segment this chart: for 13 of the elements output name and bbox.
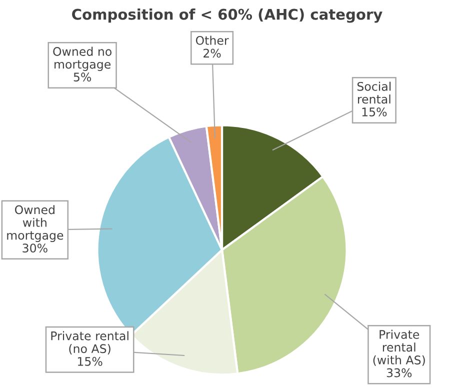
chart-title: Composition of < 60% (AHC) category [72,8,382,23]
data-label: 5% [74,72,92,82]
data-label: 2% [204,48,221,58]
slice-label: Owned no mortgage [53,46,112,72]
slice-label: Other [196,36,229,45]
slice-label: Social rental [357,82,391,104]
slice-label: Private rental (no AS) [51,331,128,354]
data-label: 33% [386,368,412,378]
data-label: 30% [22,244,48,253]
slice-label: Private rental (with AS) [373,330,425,366]
data-label: 15% [362,107,387,116]
data-label: 15% [78,356,102,366]
slice-label: Owned with mortgage [7,205,64,242]
